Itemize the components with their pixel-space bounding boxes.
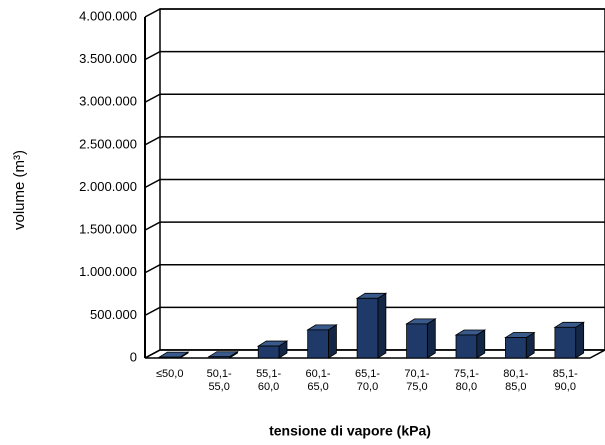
grid-line	[144, 93, 605, 103]
bar-face	[406, 323, 428, 359]
grid-line	[144, 8, 605, 18]
x-tick-label: 80,1-85,0	[503, 368, 529, 393]
grid-line	[144, 50, 605, 61]
x-tick-label: ≤50,0	[155, 368, 184, 380]
bar	[157, 351, 190, 359]
bar	[454, 329, 487, 359]
bar-face	[328, 324, 337, 359]
grid-line	[144, 221, 605, 231]
y-tick-label: 1.500.000	[79, 222, 137, 237]
bar	[553, 321, 586, 359]
y-tick-label: 500.000	[90, 307, 137, 322]
bar-face	[257, 345, 280, 359]
y-tick-label: 3.000.000	[79, 94, 137, 109]
grid-line	[144, 136, 605, 146]
grid-line	[144, 178, 605, 189]
bar-face	[575, 321, 585, 359]
bar-face	[307, 329, 329, 359]
bar	[504, 331, 536, 359]
y-tick-label: 2.000.000	[79, 179, 137, 194]
bar-face	[158, 356, 181, 359]
bar	[405, 318, 437, 359]
y-tick-label: 3.500.000	[79, 51, 137, 66]
x-tick-label: 50,1-55,0	[206, 368, 232, 393]
bar-face	[426, 318, 436, 359]
bar-face	[208, 356, 230, 359]
bar-face	[554, 326, 577, 359]
grid-line	[144, 306, 605, 317]
bar-face	[377, 292, 387, 359]
x-tick-label: 75,1-80,0	[453, 368, 479, 393]
grid-line	[144, 264, 605, 274]
bar	[207, 350, 239, 359]
x-tick-label: 60,1-65,0	[305, 368, 331, 393]
x-tick-label: 70,1-75,0	[404, 368, 430, 393]
bar-face	[505, 337, 527, 359]
bar	[306, 324, 338, 359]
x-tick-label: 55,1-60,0	[256, 368, 282, 393]
x-tick-label: 85,1-90,0	[552, 368, 578, 393]
y-axis-label: volume (m³)	[11, 150, 28, 230]
bar-face	[455, 334, 478, 359]
y-tick-label: 2.500.000	[79, 136, 137, 151]
bar-face	[356, 297, 379, 359]
x-tick-label: 65,1-70,0	[354, 368, 381, 393]
x-axis-label: tensione di vapore (kPa)	[269, 423, 431, 439]
y-tick-label: 4.000.000	[79, 8, 137, 23]
y-tick-label: 1.000.000	[79, 264, 137, 279]
bar	[256, 340, 289, 359]
bar	[355, 292, 388, 359]
y-tick-label: 0	[130, 349, 137, 364]
